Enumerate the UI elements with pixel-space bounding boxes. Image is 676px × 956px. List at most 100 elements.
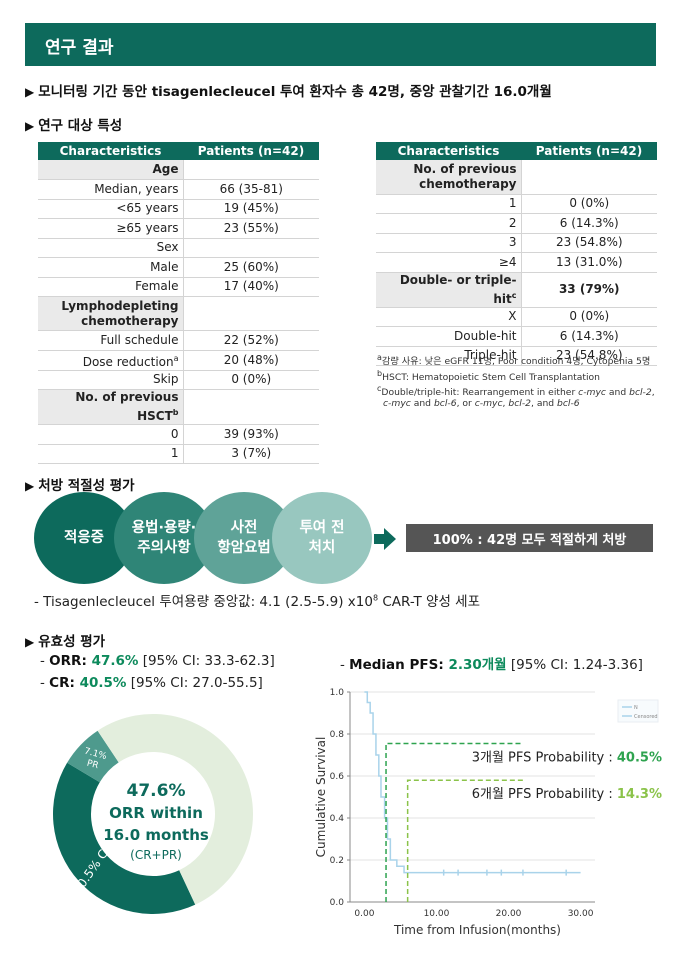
efficacy-bullet: ▶ 유효성 평가 — [25, 634, 106, 650]
row-value: 0 (0%) — [182, 370, 319, 390]
table-row: <65 years 19 (45%) — [38, 199, 319, 219]
triangle-icon: ▶ — [25, 119, 35, 133]
table-row: Triple-hit 23 (54.8%) — [376, 346, 657, 366]
row-value: 23 (54.8%) — [520, 233, 657, 253]
row-value: 23 (54.8%) — [520, 346, 657, 366]
footnote-b: bHSCT: Hematopoietic Stem Cell Transplan… — [377, 369, 600, 384]
y-tick-label: 1.0 — [330, 688, 345, 698]
donut-slice-remainder — [97, 714, 254, 905]
km-survival-line — [364, 691, 581, 874]
row-value: 39 (93%) — [182, 424, 319, 445]
table-row: Lymphodepleting chemotherapy — [38, 296, 319, 331]
row-label: ≥4 — [376, 252, 521, 273]
row-value — [182, 389, 319, 425]
row-label: Male — [38, 257, 183, 278]
table-row: No. of previous chemotherapy — [376, 160, 657, 195]
row-value — [182, 160, 319, 180]
orr-line: - ORR: 47.6% [95% CI: 33.3-62.3] — [40, 653, 275, 669]
cr-line: - CR: 40.5% [95% CI: 27.0-55.5] — [40, 675, 263, 691]
y-tick-label: 0.4 — [330, 814, 345, 824]
column-header: Patients (n=42) — [521, 142, 657, 160]
footnote-c-cont: c-myc and bcl-6, or c-myc, bcl-2, and bc… — [383, 398, 580, 409]
table-row: ≥65 years 23 (55%) — [38, 218, 319, 239]
row-label: Double-hit — [376, 326, 521, 347]
row-label: Female — [38, 277, 183, 297]
pfs-annotation: 3개월 PFS Probability : 40.5% — [472, 750, 662, 765]
donut-center-text: 47.6% ORR within 16.0 months (CR+PR) — [103, 781, 209, 862]
table-row: No. of previous HSCTb — [38, 389, 319, 425]
triangle-icon: ▶ — [25, 85, 35, 99]
y-tick-label: 0.6 — [330, 772, 345, 782]
triangle-icon: ▶ — [25, 479, 35, 493]
row-label: Dose reductiona — [38, 350, 183, 371]
row-label: Skip — [38, 370, 183, 390]
arrow-right-icon — [374, 528, 396, 550]
table-row: Dose reductiona 20 (48%) — [38, 350, 319, 371]
pfs-line: - Median PFS: 2.30개월 [95% CI: 1.24-3.36] — [340, 657, 643, 673]
row-value: 3 (7%) — [182, 444, 319, 464]
triangle-icon: ▶ — [25, 635, 35, 649]
row-label: 2 — [376, 213, 521, 234]
row-value — [182, 238, 319, 258]
row-label: 0 — [38, 424, 183, 445]
row-value: 17 (40%) — [182, 277, 319, 297]
row-label: Double- or triple-hitc — [376, 272, 521, 308]
column-header: Characteristics — [38, 142, 183, 160]
row-label: X — [376, 307, 521, 327]
x-tick-label: 30.00 — [568, 909, 594, 919]
row-value: 23 (55%) — [182, 218, 319, 239]
donut-slice-cr — [52, 762, 196, 914]
characteristics-table-left: Characteristics Patients (n=42) Age Media… — [38, 142, 319, 464]
table-row: Male 25 (60%) — [38, 257, 319, 278]
legend-label: Censored — [634, 714, 658, 720]
legend-label: N — [634, 705, 638, 711]
appropriateness-bullet: ▶ 처방 적절성 평가 — [25, 478, 135, 494]
table-row: Full schedule 22 (52%) — [38, 330, 319, 351]
row-label: Lymphodepleting chemotherapy — [38, 296, 183, 331]
km-pfs-chart: 0.0 0.2 0.4 0.6 0.8 1.0 0.00 10.00 20.00 30.00 Tim… — [314, 688, 662, 937]
row-label: Full schedule — [38, 330, 183, 351]
table-row: 0 39 (93%) — [38, 424, 319, 445]
pr-slice-label-name: PR — [86, 759, 100, 772]
table-row: Sex — [38, 238, 319, 258]
row-label: <65 years — [38, 199, 183, 219]
table-row: Median, years 66 (35-81) — [38, 179, 319, 200]
y-tick-label: 0.2 — [330, 856, 344, 866]
row-value: 0 (0%) — [520, 307, 657, 327]
row-value: 20 (48%) — [182, 350, 319, 371]
row-value: 22 (52%) — [182, 330, 319, 351]
table-row: Age — [38, 160, 319, 180]
row-label: Age — [38, 160, 183, 180]
row-label: Triple-hit — [376, 346, 521, 366]
row-value: 25 (60%) — [182, 257, 319, 278]
pfs-guide-line — [406, 779, 523, 902]
footnote-a: a감량 사유: 낮은 eGFR 11명, Poor condition 4명, … — [377, 353, 651, 368]
row-label: 3 — [376, 233, 521, 253]
result-box: 100% : 42명 모두 적절하게 처방 — [406, 524, 653, 552]
row-label: ≥65 years — [38, 218, 183, 239]
section-banner: 연구 결과 — [25, 23, 656, 66]
row-value — [182, 296, 319, 331]
pfs-annotation: 6개월 PFS Probability : 14.3% — [472, 787, 662, 802]
x-axis-label: Time from Infusion(months) — [393, 923, 561, 937]
summary-bullet: ▶ 모니터링 기간 동안 tisagenlecleucel 투여 환자수 총 42… — [25, 84, 552, 100]
y-axis-label: Cumulative Survival — [314, 737, 328, 858]
table-row: Double- or triple-hitc 33 (79%) — [376, 272, 657, 308]
row-value: 6 (14.3%) — [520, 326, 657, 347]
footnote-c: cDouble/triple-hit: Rearrangement in eit… — [377, 384, 655, 399]
row-label: No. of previous chemotherapy — [376, 160, 521, 195]
x-tick-label: 20.00 — [496, 909, 522, 919]
row-value: 0 (0%) — [520, 194, 657, 214]
dose-line: - Tisagenlecleucel 투여용량 중앙값: 4.1 (2.5-5.… — [34, 593, 481, 611]
orr-donut-chart: 40.5% CR 7.1% PR — [52, 714, 254, 914]
x-tick-label: 10.00 — [424, 909, 450, 919]
row-label: 1 — [376, 194, 521, 214]
row-value — [520, 160, 657, 195]
x-tick-label: 0.00 — [354, 909, 374, 919]
row-value: 13 (31.0%) — [520, 252, 657, 273]
column-header: Patients (n=42) — [183, 142, 319, 160]
